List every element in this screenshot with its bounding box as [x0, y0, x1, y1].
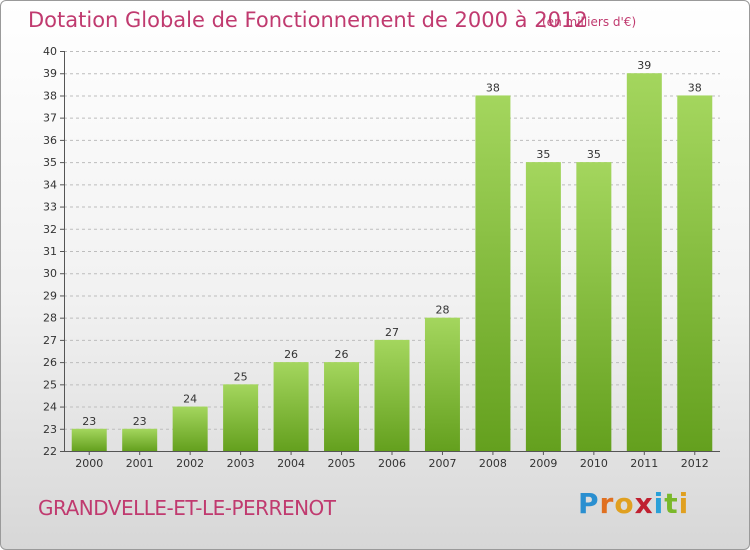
chart-unit: (en milliers d'€) [542, 15, 637, 29]
y-tick-label: 31 [43, 245, 57, 258]
commune-name: GRANDVELLE-ET-LE-PERRENOT [38, 496, 336, 520]
x-tick-label: 2003 [227, 457, 255, 470]
bar [424, 317, 460, 451]
y-tick-label: 28 [43, 312, 57, 325]
y-tick-label: 22 [43, 445, 57, 458]
y-tick-label: 40 [43, 45, 57, 58]
y-tick-label: 32 [43, 223, 57, 236]
y-tick-label: 26 [43, 356, 57, 369]
bar [172, 406, 208, 451]
labels: 23 23 24 25 26 26 27 28 38 35 35 39 38 [82, 59, 702, 428]
x-tick-label: 2010 [580, 457, 608, 470]
bar [223, 384, 259, 451]
y-tick-label: 33 [43, 201, 57, 214]
x-tick-label: 2007 [428, 457, 456, 470]
x-tick-label: 2001 [126, 457, 154, 470]
x-tick-label: 2002 [176, 457, 204, 470]
x-tick-label: 2012 [681, 457, 709, 470]
bar [122, 428, 158, 451]
bars [71, 73, 713, 451]
bar [374, 339, 410, 451]
bar [324, 362, 360, 451]
x-tick-label: 2009 [529, 457, 557, 470]
y-tick-label: 27 [43, 334, 57, 347]
data-label: 23 [82, 415, 96, 428]
x-tick-label: 2008 [479, 457, 507, 470]
bar [525, 162, 561, 451]
y-tick-label: 35 [43, 156, 57, 169]
data-label: 35 [587, 148, 601, 161]
x-tick-label: 2011 [630, 457, 658, 470]
y-tick-label: 23 [43, 423, 57, 436]
y-tick-label: 37 [43, 112, 57, 125]
bar [273, 362, 309, 451]
y-tick-label: 25 [43, 378, 57, 391]
data-label: 26 [284, 348, 298, 361]
bar [626, 73, 662, 451]
data-label: 39 [637, 59, 651, 72]
axes: 22 23 24 25 26 27 28 29 30 31 32 33 34 35 36 37 38 39 40 20… [43, 45, 720, 470]
x-tick-label: 2006 [378, 457, 406, 470]
y-tick-label: 39 [43, 67, 57, 80]
y-tick-label: 38 [43, 89, 57, 102]
y-tick-label: 24 [43, 401, 57, 414]
bar [71, 428, 107, 451]
bar [677, 95, 713, 451]
y-tick-label: 29 [43, 289, 57, 302]
chart-title: Dotation Globale de Fonctionnement de 20… [28, 8, 588, 32]
y-tick-label: 30 [43, 267, 57, 280]
data-label: 27 [385, 326, 399, 339]
data-label: 25 [234, 370, 248, 383]
data-label: 28 [435, 304, 449, 317]
bar [475, 95, 511, 451]
x-tick-label: 2004 [277, 457, 305, 470]
data-label: 35 [536, 148, 550, 161]
bar [576, 162, 612, 451]
proxiti-logo: Proxiti [578, 487, 690, 520]
x-tick-label: 2000 [75, 457, 103, 470]
data-label: 38 [688, 81, 702, 94]
data-label: 38 [486, 81, 500, 94]
data-label: 24 [183, 393, 197, 406]
y-tick-label: 34 [43, 178, 57, 191]
data-label: 23 [133, 415, 147, 428]
data-label: 26 [335, 348, 349, 361]
x-tick-label: 2005 [328, 457, 356, 470]
y-tick-label: 36 [43, 134, 57, 147]
